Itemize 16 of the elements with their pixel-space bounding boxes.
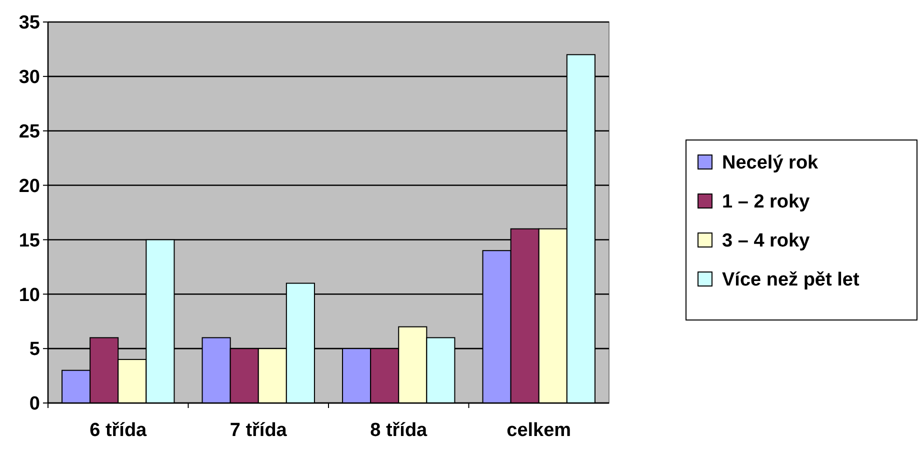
y-tick-label: 20 bbox=[18, 176, 40, 197]
y-tick-label: 10 bbox=[18, 284, 40, 306]
x-tick-label: 8 třída bbox=[370, 420, 428, 441]
y-tick-label: 30 bbox=[18, 67, 40, 88]
x-tick-label: 6 třída bbox=[90, 420, 148, 441]
x-tick-label: celkem bbox=[506, 420, 572, 441]
y-tick-label: 5 bbox=[29, 339, 40, 360]
legend-label: 1 – 2 roky bbox=[722, 192, 810, 213]
x-tick-label: 7 třída bbox=[230, 420, 288, 441]
legend-label: Více než pět let bbox=[722, 270, 860, 291]
legend-label: Necelý rok bbox=[722, 152, 819, 174]
legend-label: 3 – 4 roky bbox=[722, 230, 810, 252]
y-tick-label: 15 bbox=[18, 230, 40, 252]
y-tick-label: 25 bbox=[18, 122, 40, 143]
y-tick-label: 0 bbox=[29, 394, 40, 415]
y-tick-label: 35 bbox=[18, 12, 40, 34]
